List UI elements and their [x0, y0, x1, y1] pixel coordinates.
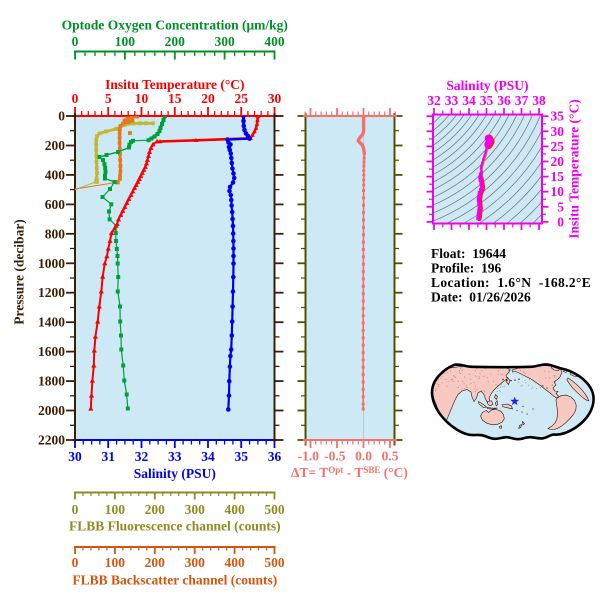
svg-text:25: 25: [234, 91, 248, 106]
svg-text:31: 31: [101, 449, 115, 464]
svg-text:FLBB Fluorescence channel (cou: FLBB Fluorescence channel (counts): [69, 519, 281, 534]
svg-text:200: 200: [165, 34, 186, 49]
svg-text:200: 200: [45, 138, 66, 153]
svg-text:36: 36: [497, 93, 511, 108]
svg-text:30: 30: [551, 124, 565, 139]
svg-text:2200: 2200: [38, 433, 65, 448]
svg-text:1200: 1200: [38, 285, 65, 300]
svg-text:35: 35: [234, 449, 248, 464]
svg-text:100: 100: [105, 555, 126, 570]
svg-text:-1.0: -1.0: [298, 449, 320, 464]
svg-text:10: 10: [135, 91, 149, 106]
svg-text:400: 400: [224, 555, 245, 570]
svg-text:300: 300: [185, 555, 206, 570]
svg-text:33: 33: [445, 93, 459, 108]
svg-text:36: 36: [268, 449, 282, 464]
svg-text:300: 300: [185, 502, 206, 517]
svg-text:30: 30: [68, 449, 82, 464]
svg-text:32: 32: [427, 93, 441, 108]
svg-text:38: 38: [532, 93, 546, 108]
svg-text:300: 300: [214, 34, 235, 49]
svg-text:500: 500: [264, 502, 285, 517]
svg-text:5: 5: [105, 91, 112, 106]
svg-text:20: 20: [201, 91, 215, 106]
svg-text:Insitu Temperature (°C): Insitu Temperature (°C): [105, 77, 244, 92]
svg-text:5: 5: [557, 199, 564, 214]
svg-text:FLBB Backscatter channel (coun: FLBB Backscatter channel (counts): [72, 573, 277, 588]
svg-text:Location: 1.6°N -168.2°E: Location: 1.6°N -168.2°E: [431, 275, 591, 290]
svg-text:Salinity (PSU): Salinity (PSU): [446, 78, 528, 93]
svg-text:500: 500: [264, 555, 285, 570]
svg-text:10: 10: [551, 184, 565, 199]
svg-text:15: 15: [168, 91, 182, 106]
svg-text:800: 800: [45, 226, 66, 241]
svg-text:35: 35: [480, 93, 494, 108]
svg-text:0: 0: [72, 91, 79, 106]
svg-text:0: 0: [557, 214, 564, 229]
svg-text:Pressure (decibar): Pressure (decibar): [12, 219, 27, 325]
svg-text:ΔT= TOpt - TSBE (°C): ΔT= TOpt - TSBE (°C): [291, 465, 408, 480]
svg-text:Float: 19644: Float: 19644: [431, 246, 506, 261]
svg-text:34: 34: [201, 449, 215, 464]
svg-text:Optode Oxygen Concentration (μ: Optode Oxygen Concentration (μm/kg): [62, 18, 288, 33]
svg-text:34: 34: [462, 93, 476, 108]
svg-text:25: 25: [551, 139, 565, 154]
svg-text:0: 0: [72, 502, 79, 517]
svg-text:0: 0: [72, 555, 79, 570]
svg-text:37: 37: [515, 93, 529, 108]
svg-text:100: 100: [115, 34, 136, 49]
svg-text:30: 30: [268, 91, 282, 106]
svg-text:15: 15: [551, 169, 565, 184]
svg-text:Date: 01/26/2026: Date: 01/26/2026: [431, 290, 531, 305]
svg-text:200: 200: [145, 502, 166, 517]
svg-text:1600: 1600: [38, 344, 65, 359]
svg-text:400: 400: [224, 502, 245, 517]
svg-text:0: 0: [58, 109, 65, 124]
svg-text:35: 35: [551, 109, 565, 124]
svg-text:600: 600: [45, 197, 66, 212]
svg-text:0.5: 0.5: [382, 449, 399, 464]
svg-text:1800: 1800: [38, 374, 65, 389]
svg-text:2000: 2000: [38, 403, 65, 418]
svg-text:200: 200: [145, 555, 166, 570]
svg-text:100: 100: [105, 502, 126, 517]
svg-text:20: 20: [551, 154, 565, 169]
svg-text:-0.5: -0.5: [324, 449, 346, 464]
svg-text:0: 0: [72, 34, 79, 49]
svg-text:Insitu Temperature (°C): Insitu Temperature (°C): [567, 99, 582, 238]
svg-text:400: 400: [264, 34, 285, 49]
svg-text:0.0: 0.0: [355, 449, 372, 464]
svg-text:400: 400: [45, 167, 66, 182]
svg-text:Salinity (PSU): Salinity (PSU): [134, 466, 216, 481]
svg-text:1400: 1400: [38, 315, 65, 330]
svg-text:1000: 1000: [38, 256, 65, 271]
svg-text:Profile: 196: Profile: 196: [431, 261, 501, 276]
svg-text:32: 32: [135, 449, 149, 464]
svg-text:33: 33: [168, 449, 182, 464]
